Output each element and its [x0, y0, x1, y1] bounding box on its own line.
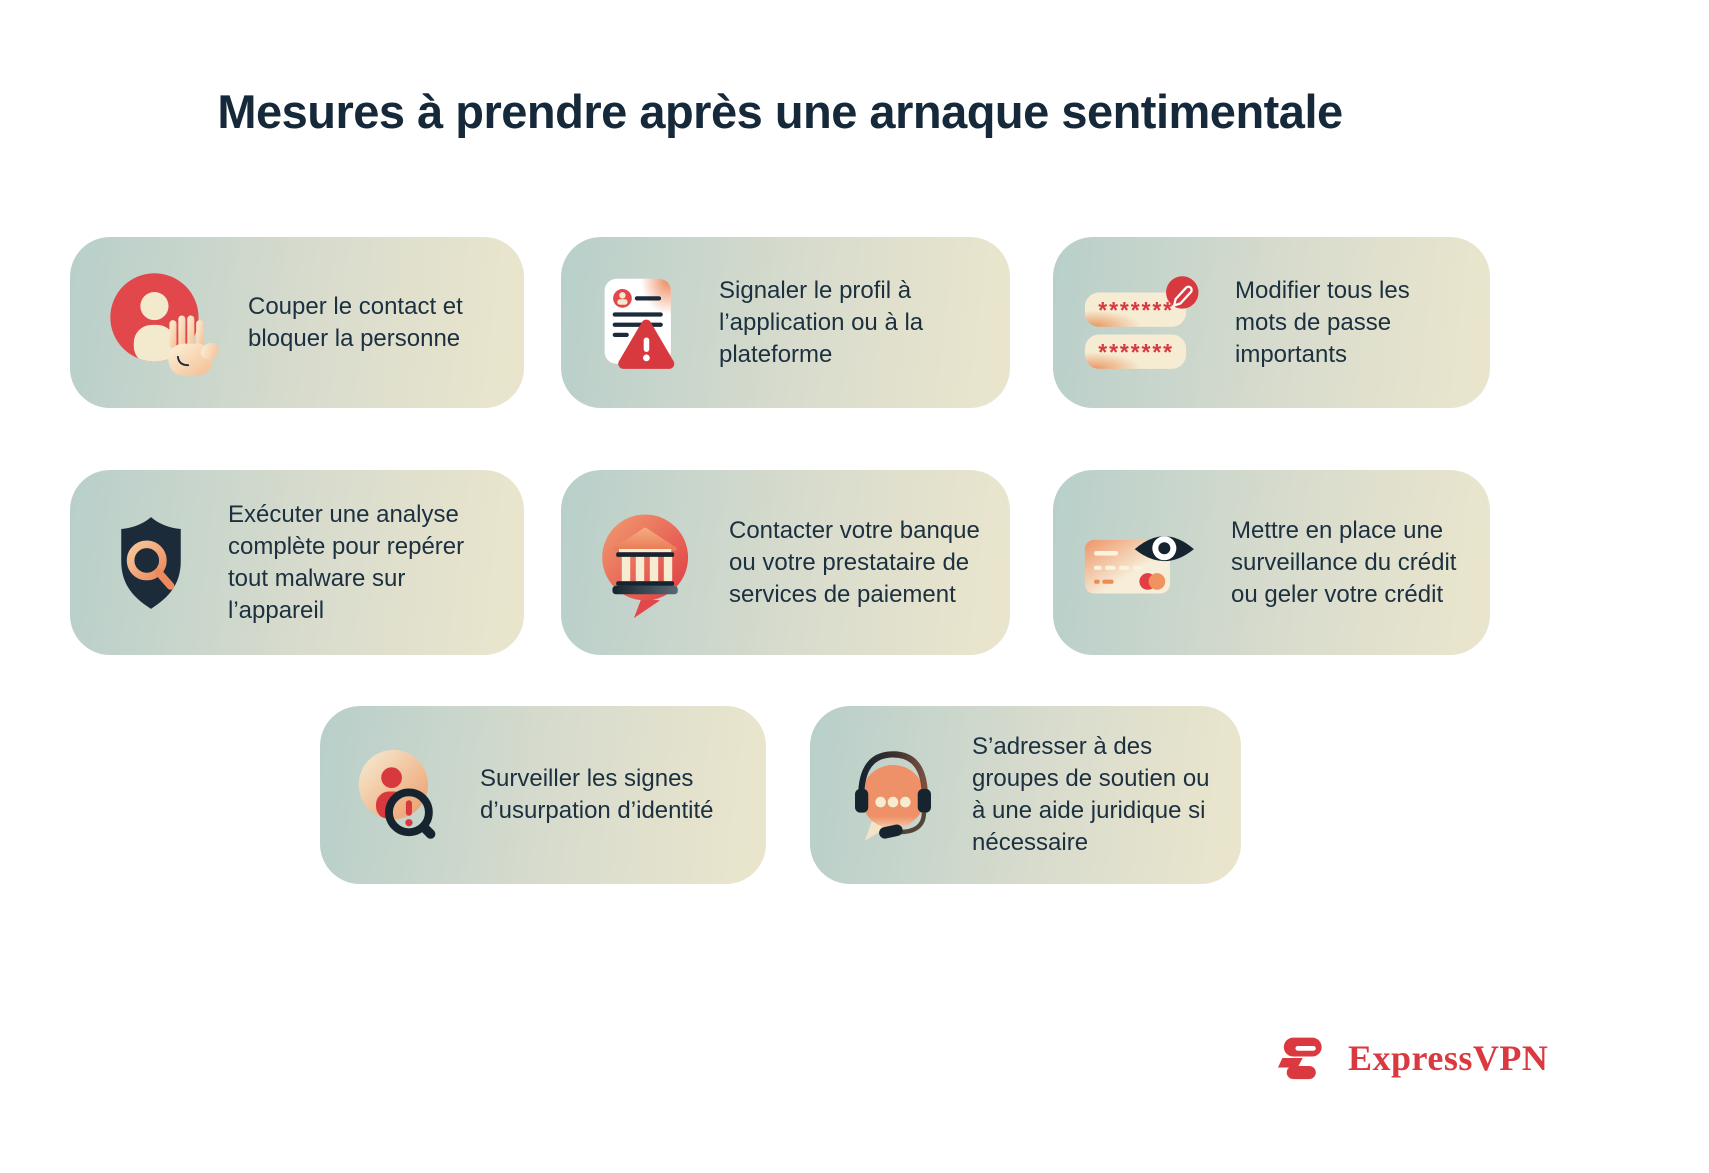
- card-text: Mettre en place une surveillance du créd…: [1231, 516, 1457, 608]
- card-report-profile: Signaler le profil à l’application ou à …: [561, 237, 1010, 408]
- card-malware-scan: Exécuter une analyse complète pour repér…: [70, 470, 524, 655]
- card-text: Contacter votre banque ou votre prestata…: [729, 516, 980, 608]
- brand-name: ExpressVPN: [1348, 1038, 1549, 1078]
- password-edit-icon: ******* *******: [1083, 269, 1209, 377]
- shield-search-icon: [121, 516, 181, 609]
- card-text: Exécuter une analyse complète pour repér…: [228, 500, 465, 624]
- card-text: Couper le contact et bloquer la personne: [248, 292, 463, 352]
- bank-speech-bubble-icon: [591, 504, 703, 622]
- card-text: Surveiller les signes d’usurpation d’ide…: [480, 765, 714, 824]
- blocked-user-icon: [110, 272, 219, 376]
- card-change-passwords: ******* ******* Modifier tous les mots d…: [1053, 237, 1490, 408]
- person-search-alert-icon: [358, 749, 436, 839]
- report-document-icon: [591, 267, 693, 379]
- credit-card-eye-icon: [1084, 535, 1194, 593]
- password-mask-text: *******: [1098, 339, 1174, 365]
- card-text: Signaler le profil à l’application ou à …: [719, 276, 924, 368]
- card-block-contact: Couper le contact et bloquer la personne: [70, 237, 524, 408]
- card-text: S’adresser à des groupes de soutien ou à…: [972, 733, 1210, 856]
- card-identity-theft-watch: Surveiller les signes d’usurpation d’ide…: [320, 706, 766, 884]
- bank-speech-bubble-icon: [602, 513, 689, 618]
- blocked-user-icon: [100, 266, 222, 380]
- card-support-groups: S’adresser à des groupes de soutien ou à…: [810, 706, 1241, 884]
- shield-search-icon: [100, 507, 202, 619]
- support-headset-icon: [840, 738, 946, 852]
- card-text: Modifier tous les mots de passe importan…: [1235, 276, 1410, 368]
- card-credit-monitoring: Mettre en place une surveillance du créd…: [1053, 470, 1490, 655]
- card-contact-bank: Contacter votre banque ou votre prestata…: [561, 470, 1010, 655]
- expressvpn-logo: ExpressVPN: [1278, 1028, 1548, 1088]
- credit-card-eye-icon: [1083, 512, 1205, 614]
- report-document-icon: [604, 278, 675, 369]
- support-headset-icon: [855, 751, 931, 841]
- page-title: Mesures à prendre après une arnaque sent…: [217, 85, 1343, 138]
- expressvpn-logo-icon: [1278, 1037, 1322, 1080]
- person-search-alert-icon: [350, 738, 454, 852]
- password-mask-text: *******: [1098, 297, 1174, 323]
- password-edit-icon: ******* *******: [1084, 275, 1199, 369]
